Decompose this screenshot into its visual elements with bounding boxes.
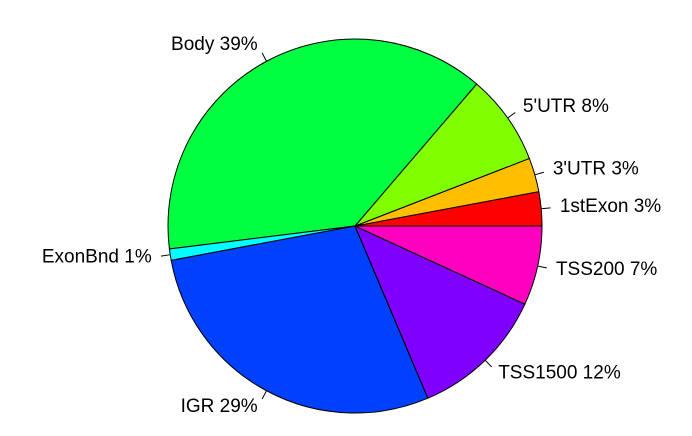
- slice-label: 5'UTR 8%: [523, 96, 609, 117]
- slice-label: 1stExon 3%: [560, 196, 661, 217]
- pie-slice: [170, 225, 429, 414]
- slice-label: TSS200 7%: [556, 259, 657, 280]
- slice-label: TSS1500 12%: [498, 363, 621, 384]
- leader-line: [537, 265, 547, 269]
- leader-line: [541, 207, 551, 210]
- leader-line: [484, 359, 493, 368]
- pie-slice: [354, 83, 531, 227]
- slice-label: ExonBnd 1%: [42, 247, 152, 268]
- leader-line: [160, 254, 171, 257]
- slice-label: 3'UTR 3%: [553, 159, 639, 180]
- pie-slice: [354, 225, 526, 399]
- leader-line: [261, 52, 267, 62]
- leader-line: [507, 112, 516, 119]
- slice-label: Body 39%: [171, 34, 258, 55]
- leader-line: [534, 171, 544, 176]
- leader-line: [261, 390, 267, 400]
- slice-label: IGR 29%: [181, 396, 258, 417]
